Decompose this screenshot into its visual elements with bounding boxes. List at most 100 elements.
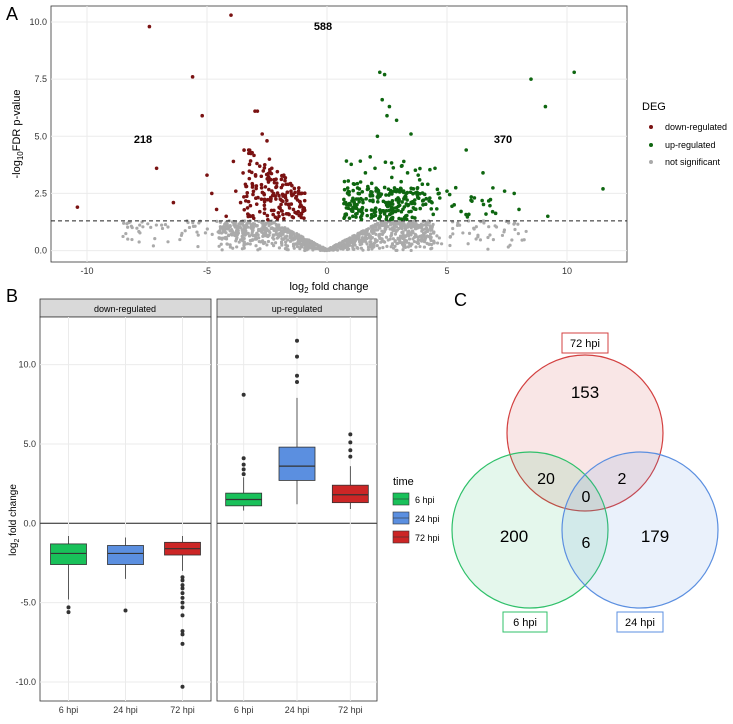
up-point [470, 199, 474, 203]
up-point [488, 203, 492, 208]
down-point [297, 186, 301, 190]
ns-point [141, 225, 145, 229]
ns-point [203, 231, 208, 235]
outlier-point [180, 575, 185, 580]
ns-point [363, 229, 367, 233]
ns-point [382, 240, 387, 244]
up-point [484, 212, 488, 216]
ns-point [254, 244, 258, 248]
ns-point [183, 229, 187, 233]
ns-point [435, 241, 440, 245]
ns-point [285, 244, 289, 248]
down-point [247, 176, 252, 181]
ns-point [153, 236, 157, 241]
legend-up-swatch [649, 143, 653, 147]
volcano-x-tick-label: 0 [324, 266, 329, 276]
ns-point [334, 246, 338, 250]
volcano-y-tick-label: 7.5 [34, 74, 47, 84]
down-point [265, 139, 269, 143]
up-point [402, 159, 406, 164]
ns-point [218, 229, 222, 233]
up-point [436, 191, 441, 196]
ns-point [439, 242, 444, 246]
up-point [390, 198, 395, 203]
up-point [429, 200, 434, 204]
up-point [434, 207, 439, 211]
up-point [404, 217, 409, 222]
up-point [464, 212, 468, 217]
ns-point [238, 225, 242, 229]
venn-all-overlap: 0 [582, 489, 591, 506]
ns-point [234, 237, 239, 241]
ns-point [393, 239, 397, 243]
up-point [469, 195, 474, 199]
down-point [262, 200, 267, 204]
ns-point [301, 240, 306, 244]
ns-point [281, 229, 285, 233]
up-point [369, 181, 374, 186]
ns-point [220, 248, 224, 252]
down-point [275, 216, 280, 221]
down-point [276, 210, 281, 215]
ns-point [217, 236, 221, 240]
down-point [266, 176, 270, 181]
ns-point [166, 240, 170, 244]
ns-point [466, 242, 470, 246]
volcano-axis-ticks: -10 -5 0 5 10 0.0 2.5 5.0 7.5 10.0 [29, 17, 572, 276]
down-point [271, 191, 276, 196]
up-point [369, 208, 374, 212]
ns-point [271, 244, 276, 248]
outlier-point [348, 448, 353, 453]
outlier-point [348, 440, 353, 445]
ns-point [400, 224, 405, 228]
up-point [517, 207, 521, 212]
down-point [266, 180, 271, 184]
ns-point [126, 237, 130, 241]
ns-point [377, 234, 381, 238]
ns-point [291, 244, 296, 248]
up-point [415, 190, 419, 194]
ns-point [376, 221, 380, 225]
legend-down-label: down-regulated [665, 122, 727, 132]
up-point [360, 190, 365, 194]
up-point [390, 202, 395, 206]
ns-point [411, 229, 415, 233]
down-point [250, 150, 254, 155]
down-point [287, 202, 291, 207]
ns-point [286, 248, 290, 252]
ns-point [429, 242, 434, 247]
up-point [420, 199, 425, 203]
ns-point [295, 245, 300, 249]
ns-point [419, 224, 423, 228]
down-point [273, 194, 278, 198]
down-point [294, 194, 299, 199]
legend-24hpi-label: 24 hpi [415, 514, 440, 524]
ns-point [286, 238, 290, 242]
boxplot-y-tick-label: 10.0 [18, 360, 36, 370]
down-point [259, 182, 264, 187]
up-point [427, 196, 432, 200]
ns-point [228, 243, 232, 247]
down-point [289, 191, 294, 196]
down-point [291, 215, 296, 220]
ns-point [419, 238, 423, 243]
ns-point [235, 245, 239, 249]
down-point [190, 75, 195, 79]
up-point [400, 200, 404, 204]
boxplot-marks [50, 338, 369, 689]
ns-point [377, 246, 382, 250]
down-point [245, 194, 249, 199]
ns-point [231, 246, 235, 250]
ns-point [329, 248, 334, 252]
volcano-y-tick-label: 0.0 [34, 246, 47, 256]
down-point [257, 164, 262, 168]
volcano-x-tick-label: 5 [444, 266, 449, 276]
venn-6-24-overlap: 6 [582, 535, 591, 552]
boxplot-x-tick-label: 24 hpi [113, 705, 138, 715]
up-point [424, 196, 429, 201]
ns-point [259, 240, 263, 244]
up-point [355, 211, 359, 216]
ns-point [360, 235, 365, 240]
ns-point [369, 225, 373, 229]
up-point [490, 209, 495, 214]
